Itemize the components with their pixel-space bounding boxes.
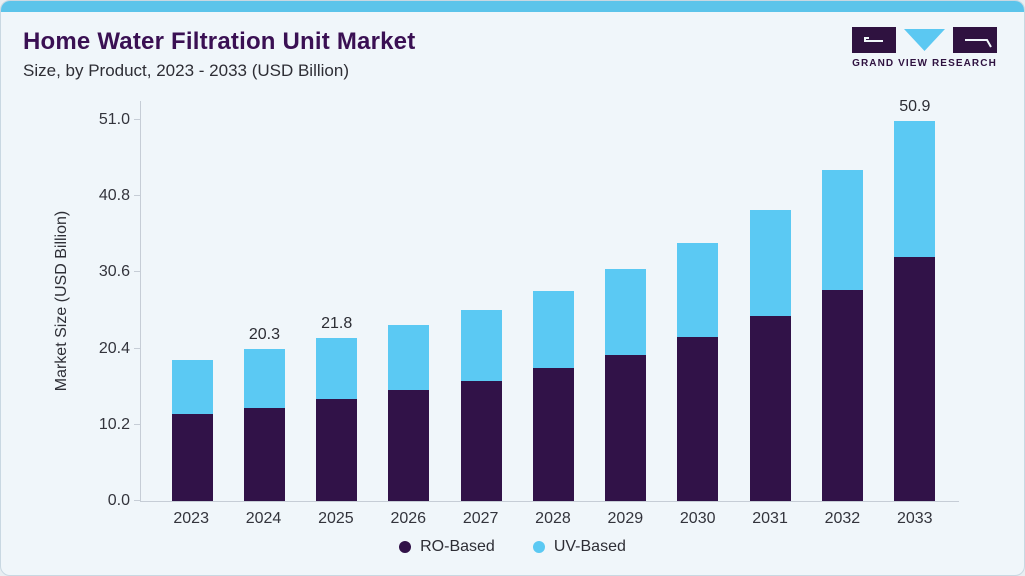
page-subtitle: Size, by Product, 2023 - 2033 (USD Billi… xyxy=(23,61,349,80)
bar-segment-ro-based-2027[interactable] xyxy=(460,380,502,501)
bar-slot-2030 xyxy=(662,242,734,501)
y-tick-label: 30.6 xyxy=(98,263,130,281)
bar-segment-ro-based-2026[interactable] xyxy=(388,390,430,501)
stacked-bar-2028[interactable] xyxy=(532,291,574,501)
x-tick-label-2026: 2026 xyxy=(390,510,427,527)
plot-area: 0.0 10.2 20.4 30.6 40.8 51.0 20.3 21.8 50.9 xyxy=(99,98,959,509)
stacked-bar-2030[interactable] xyxy=(677,242,719,501)
bar-segment-uv-based-2031[interactable] xyxy=(749,209,791,317)
logo-text: GRAND VIEW RESEARCH xyxy=(852,58,997,69)
bar-segment-uv-based-2024[interactable] xyxy=(243,349,285,408)
x-tick-label-2023: 2023 xyxy=(173,510,209,527)
stacked-bar-2026[interactable] xyxy=(388,324,430,501)
bar-segment-uv-based-2033[interactable] xyxy=(894,120,936,258)
y-tick-mark xyxy=(134,195,141,197)
y-tick-label: 0.0 xyxy=(107,492,130,509)
y-tick-mark xyxy=(134,271,141,273)
x-tick-label-2028: 2028 xyxy=(535,510,571,527)
bar-slot-2028 xyxy=(517,291,589,501)
x-tick-label-2032: 2032 xyxy=(824,510,861,527)
legend-item-uv-based[interactable]: UV-Based xyxy=(532,538,626,556)
bar-slot-2029 xyxy=(590,269,662,501)
bar-segment-uv-based-2027[interactable] xyxy=(460,309,502,381)
y-tick-mark xyxy=(134,347,141,349)
bar-total-label-2033: 50.9 xyxy=(899,97,931,115)
y-tick-mark xyxy=(134,500,141,501)
bar-total-label-2025: 21.8 xyxy=(321,315,353,333)
legend: RO-Based UV-Based xyxy=(1,538,1024,556)
bar-segment-ro-based-2030[interactable] xyxy=(677,337,719,501)
bar-segment-ro-based-2029[interactable] xyxy=(605,355,647,501)
bar-segment-uv-based-2030[interactable] xyxy=(677,242,719,338)
x-tick-label-2033: 2033 xyxy=(896,510,933,527)
bar-slot-2027 xyxy=(445,309,517,501)
bar-segment-ro-based-2023[interactable] xyxy=(171,413,213,501)
logo-r-icon xyxy=(953,27,997,53)
y-tick-label: 51.0 xyxy=(98,111,130,128)
legend-item-ro-based[interactable]: RO-Based xyxy=(399,538,495,556)
page-title: Home Water Filtration Unit Market xyxy=(23,28,416,55)
bar-segment-uv-based-2032[interactable] xyxy=(822,170,864,291)
y-tick-mark xyxy=(134,423,141,425)
stacked-bar-2025[interactable] xyxy=(316,338,358,501)
x-tick-label-2027: 2027 xyxy=(462,510,499,527)
bar-segment-uv-based-2026[interactable] xyxy=(388,324,430,391)
legend-label: RO-Based xyxy=(420,538,495,555)
y-tick-label: 10.2 xyxy=(98,415,130,433)
x-tick-label-2030: 2030 xyxy=(679,510,716,527)
logo-marks xyxy=(852,27,997,53)
x-tick-label-2029: 2029 xyxy=(607,510,644,527)
y-tick-label: 20.4 xyxy=(98,339,130,357)
legend-dot-icon xyxy=(532,541,545,553)
bar-slot-2025: 21.8 xyxy=(301,315,373,501)
bar-segment-ro-based-2028[interactable] xyxy=(532,368,574,501)
legend-dot-icon xyxy=(399,541,412,553)
bar-slot-2026 xyxy=(373,324,445,501)
stacked-bar-2032[interactable] xyxy=(822,170,864,501)
top-accent-bar xyxy=(1,1,1024,12)
bar-total-label-2024: 20.3 xyxy=(248,326,280,344)
bars-row: 20.3 21.8 50.9 xyxy=(141,98,959,501)
y-axis-title: Market Size (USD Billion) xyxy=(53,210,70,392)
bar-segment-ro-based-2032[interactable] xyxy=(822,290,864,501)
stacked-bar-2033[interactable] xyxy=(894,120,936,501)
bar-slot-2024: 20.3 xyxy=(228,326,300,501)
logo-g-icon xyxy=(852,27,896,53)
bar-segment-ro-based-2025[interactable] xyxy=(316,399,358,501)
bar-segment-ro-based-2024[interactable] xyxy=(243,407,285,501)
bar-slot-2032 xyxy=(806,170,878,501)
x-tick-label-2031: 2031 xyxy=(752,510,788,527)
bar-slot-2031 xyxy=(734,209,806,501)
x-tick-label-2025: 2025 xyxy=(318,510,354,527)
bar-segment-ro-based-2031[interactable] xyxy=(749,316,791,501)
bar-segment-uv-based-2025[interactable] xyxy=(316,338,358,400)
x-tick-label-2024: 2024 xyxy=(245,510,282,527)
stacked-bar-2031[interactable] xyxy=(749,209,791,501)
x-axis-labels: 2023 2024 2025 2026 2027 2028 2029 2030 2031 2032… xyxy=(155,510,951,528)
stacked-bar-2024[interactable] xyxy=(243,349,285,501)
stacked-bar-2023[interactable] xyxy=(171,359,213,501)
y-tick-mark xyxy=(134,119,141,120)
stacked-bar-2027[interactable] xyxy=(460,309,502,501)
bar-segment-uv-based-2028[interactable] xyxy=(532,291,574,369)
bar-segment-uv-based-2029[interactable] xyxy=(605,269,647,356)
grand-view-research-logo: GRAND VIEW RESEARCH xyxy=(852,27,997,69)
stacked-bar-2029[interactable] xyxy=(605,269,647,501)
bar-slot-2033: 50.9 xyxy=(879,98,951,501)
legend-label: UV-Based xyxy=(553,538,626,555)
y-tick-label: 40.8 xyxy=(98,187,130,205)
bar-segment-uv-based-2023[interactable] xyxy=(171,359,213,414)
chart-header: Home Water Filtration Unit Market Size, … xyxy=(23,28,415,81)
bar-slot-2023 xyxy=(156,359,228,501)
bar-segment-ro-based-2033[interactable] xyxy=(894,257,936,501)
logo-triangle-icon xyxy=(904,29,945,51)
